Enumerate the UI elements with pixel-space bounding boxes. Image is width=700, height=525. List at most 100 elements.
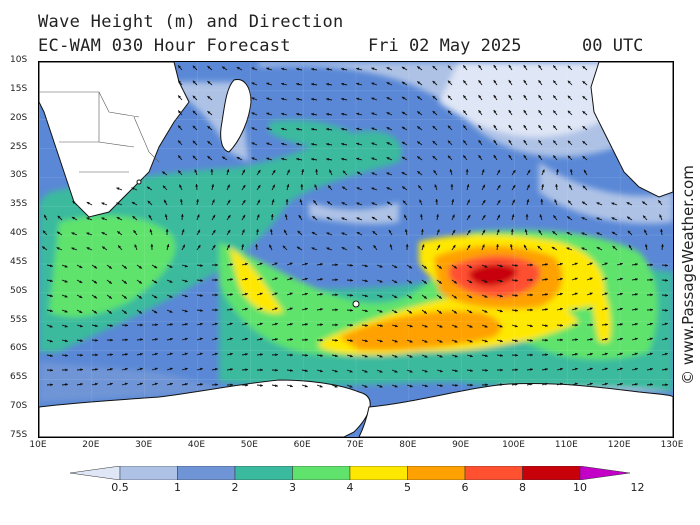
direction-arrow xyxy=(421,354,428,358)
direction-arrow xyxy=(432,140,438,146)
direction-arrow xyxy=(538,79,543,86)
direction-arrow xyxy=(256,214,260,221)
direction-arrow xyxy=(301,338,309,342)
direction-arrow xyxy=(581,247,588,251)
direction-arrow xyxy=(296,112,303,116)
direction-arrow xyxy=(447,65,453,71)
direction-arrow xyxy=(556,353,564,356)
direction-arrow xyxy=(421,324,428,328)
direction-arrow xyxy=(106,279,113,284)
direction-arrow xyxy=(181,309,188,313)
chart-title: Wave Height (m) and Direction xyxy=(38,12,344,32)
direction-arrow xyxy=(401,156,408,161)
direction-arrow xyxy=(146,186,153,191)
direction-arrow xyxy=(131,201,138,206)
direction-arrow xyxy=(271,169,276,176)
direction-arrow xyxy=(541,278,549,281)
direction-arrow xyxy=(493,124,498,131)
direction-arrow xyxy=(493,154,498,161)
direction-arrow xyxy=(286,384,293,388)
direction-arrow xyxy=(207,80,213,86)
longitude-label: 40E xyxy=(187,440,206,450)
direction-arrow xyxy=(404,229,408,236)
direction-arrow xyxy=(582,140,588,146)
direction-arrow xyxy=(46,279,53,283)
direction-arrow xyxy=(420,228,424,236)
direction-arrow xyxy=(226,337,233,341)
direction-arrow xyxy=(496,354,504,357)
direction-arrow xyxy=(151,294,158,299)
direction-arrow xyxy=(91,324,98,328)
direction-arrow xyxy=(311,112,318,116)
direction-arrow xyxy=(421,294,428,299)
direction-arrow xyxy=(401,171,408,176)
direction-arrow xyxy=(256,368,264,372)
direction-arrow xyxy=(386,142,393,146)
direction-arrow xyxy=(646,322,653,326)
direction-arrow xyxy=(136,279,143,284)
direction-arrow xyxy=(76,382,83,386)
direction-arrow xyxy=(525,213,529,221)
direction-arrow xyxy=(401,141,408,146)
direction-arrow xyxy=(421,309,428,314)
direction-arrow xyxy=(61,279,68,283)
direction-arrow xyxy=(106,382,113,386)
direction-arrow xyxy=(510,228,514,236)
direction-arrow xyxy=(540,198,544,206)
direction-arrow xyxy=(46,339,53,343)
direction-arrow xyxy=(241,368,249,372)
direction-arrow xyxy=(552,230,558,236)
direction-arrow xyxy=(101,217,108,221)
direction-arrow xyxy=(211,184,215,191)
direction-arrow xyxy=(76,324,83,328)
direction-arrow xyxy=(311,127,318,131)
direction-arrow xyxy=(164,214,168,221)
direction-arrow xyxy=(646,367,653,371)
direction-arrow xyxy=(481,264,488,268)
direction-arrow xyxy=(386,157,393,161)
direction-arrow xyxy=(316,338,324,342)
direction-arrow xyxy=(406,324,413,328)
direction-arrow xyxy=(419,199,423,206)
direction-arrow xyxy=(616,337,623,341)
direction-arrow xyxy=(511,199,516,206)
direction-arrow xyxy=(281,112,288,116)
direction-arrow xyxy=(511,324,518,328)
direction-arrow xyxy=(601,277,608,281)
direction-arrow xyxy=(341,232,348,236)
direction-arrow xyxy=(226,244,230,251)
direction-arrow xyxy=(376,324,383,328)
direction-arrow xyxy=(436,339,443,343)
direction-arrow xyxy=(166,294,173,298)
direction-arrow xyxy=(451,383,459,387)
direction-arrow xyxy=(421,264,428,269)
direction-arrow xyxy=(271,322,278,326)
direction-arrow xyxy=(281,97,288,101)
direction-arrow xyxy=(91,279,98,284)
direction-arrow xyxy=(134,244,138,251)
direction-arrow xyxy=(567,110,573,116)
direction-arrow xyxy=(341,186,348,191)
direction-arrow xyxy=(466,229,471,236)
direction-arrow xyxy=(296,127,303,131)
direction-arrow xyxy=(611,217,618,221)
wave-height-map xyxy=(38,61,674,438)
direction-arrow xyxy=(311,157,318,161)
direction-arrow xyxy=(136,382,143,386)
direction-arrow xyxy=(131,187,138,191)
latitude-label: 35S xyxy=(10,199,28,210)
direction-arrow xyxy=(226,293,234,296)
direction-arrow xyxy=(449,169,453,176)
direction-arrow xyxy=(316,384,323,388)
direction-arrow xyxy=(581,232,588,236)
direction-arrow xyxy=(526,308,534,312)
direction-arrow xyxy=(72,200,78,206)
direction-arrow xyxy=(661,383,669,387)
direction-arrow xyxy=(91,382,98,386)
direction-arrow xyxy=(300,183,304,191)
direction-arrow xyxy=(493,139,498,146)
direction-arrow xyxy=(286,338,294,342)
direction-arrow xyxy=(256,184,261,191)
direction-arrow xyxy=(566,231,573,236)
direction-arrow xyxy=(466,354,473,358)
